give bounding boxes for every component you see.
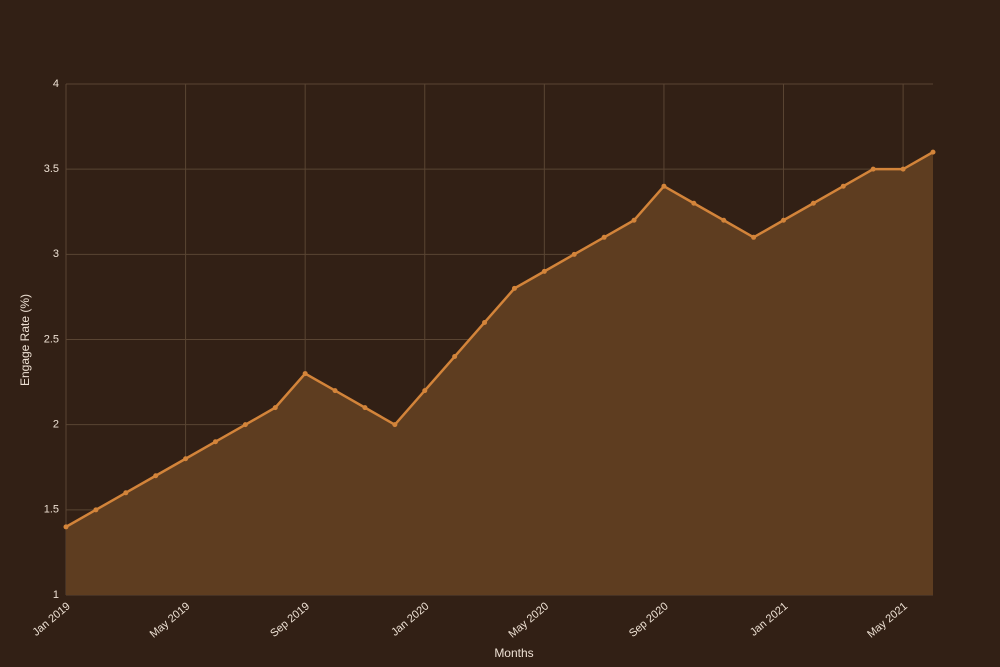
y-tick-label: 1 [53,589,59,601]
area [66,152,933,595]
point [332,388,338,394]
y-tick-label: 1.5 [44,504,59,516]
point [362,405,368,411]
point [452,354,458,360]
point [930,149,936,155]
point [302,371,308,377]
point [810,200,816,206]
y-tick-label: 2 [53,419,59,431]
point [870,166,876,172]
y-tick-label: 4 [53,78,59,90]
point [93,507,99,513]
point [631,217,637,223]
point [153,473,159,479]
y-tick-label: 2.5 [44,333,59,345]
point [840,183,846,189]
point [571,251,577,257]
line [65,151,934,528]
x-axis-title: Months [494,646,533,660]
point [242,422,248,428]
point [900,166,906,172]
point [482,319,488,325]
point [392,422,398,428]
point [721,217,727,223]
y-tick-label: 3.5 [44,163,59,175]
point [422,388,428,394]
point [212,439,218,445]
point [661,183,667,189]
point [601,234,607,240]
point [183,456,189,462]
point [123,490,129,496]
point [511,285,517,291]
point [63,524,69,530]
point [541,268,547,274]
point [781,217,787,223]
point [751,234,757,240]
y-tick-label: 3 [53,248,59,260]
y-axis-title: Engage Rate (%) [18,294,32,386]
point [691,200,697,206]
point [272,405,278,411]
